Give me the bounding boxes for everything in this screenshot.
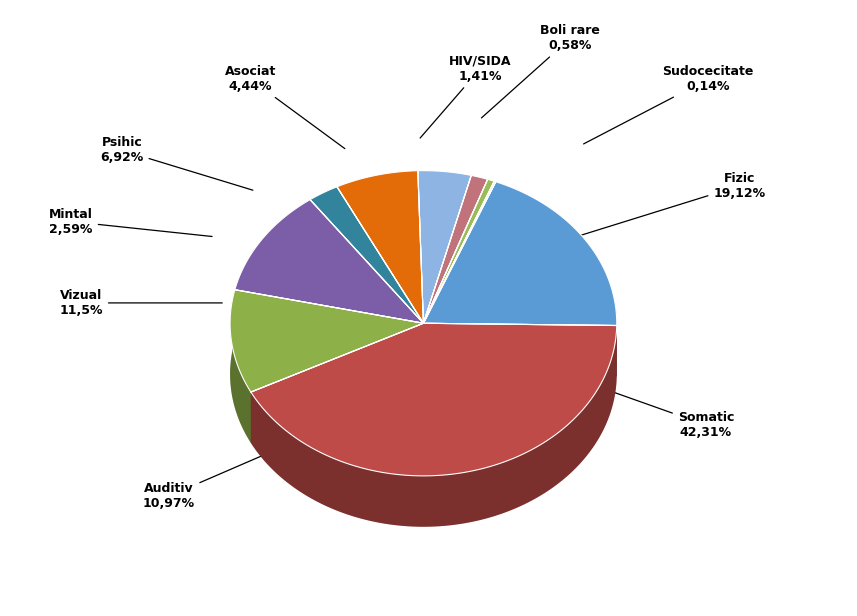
Polygon shape xyxy=(251,323,423,443)
Polygon shape xyxy=(423,182,617,325)
Text: Fizic
19,12%: Fizic 19,12% xyxy=(578,172,765,236)
Polygon shape xyxy=(423,233,617,376)
Polygon shape xyxy=(251,374,617,527)
Polygon shape xyxy=(423,323,617,376)
Polygon shape xyxy=(423,226,488,374)
Polygon shape xyxy=(337,171,423,323)
Polygon shape xyxy=(337,222,423,374)
Polygon shape xyxy=(423,181,496,323)
Polygon shape xyxy=(423,232,496,374)
Polygon shape xyxy=(231,301,251,443)
Polygon shape xyxy=(614,301,617,376)
Polygon shape xyxy=(231,341,423,443)
Polygon shape xyxy=(423,230,494,374)
Text: Asociat
4,44%: Asociat 4,44% xyxy=(225,65,345,148)
Text: Sudocecitate
0,14%: Sudocecitate 0,14% xyxy=(584,65,754,144)
Polygon shape xyxy=(418,222,471,374)
Polygon shape xyxy=(423,176,488,323)
Text: Vizual
11,5%: Vizual 11,5% xyxy=(59,289,222,317)
Text: Somatic
42,31%: Somatic 42,31% xyxy=(594,385,734,439)
Polygon shape xyxy=(235,251,423,374)
Polygon shape xyxy=(310,238,423,374)
Text: Mintal
2,59%: Mintal 2,59% xyxy=(49,208,212,237)
Polygon shape xyxy=(310,187,423,323)
Polygon shape xyxy=(235,200,423,323)
Polygon shape xyxy=(418,171,471,323)
Polygon shape xyxy=(251,325,617,527)
Text: Psihic
6,92%: Psihic 6,92% xyxy=(100,136,253,190)
Text: HIV/SIDA
1,41%: HIV/SIDA 1,41% xyxy=(420,55,512,138)
Polygon shape xyxy=(423,323,617,376)
Polygon shape xyxy=(251,323,617,476)
Polygon shape xyxy=(251,323,423,443)
Text: Auditiv
10,97%: Auditiv 10,97% xyxy=(142,447,284,510)
Text: Boli rare
0,58%: Boli rare 0,58% xyxy=(482,25,600,118)
Polygon shape xyxy=(423,179,494,323)
Polygon shape xyxy=(231,290,423,392)
